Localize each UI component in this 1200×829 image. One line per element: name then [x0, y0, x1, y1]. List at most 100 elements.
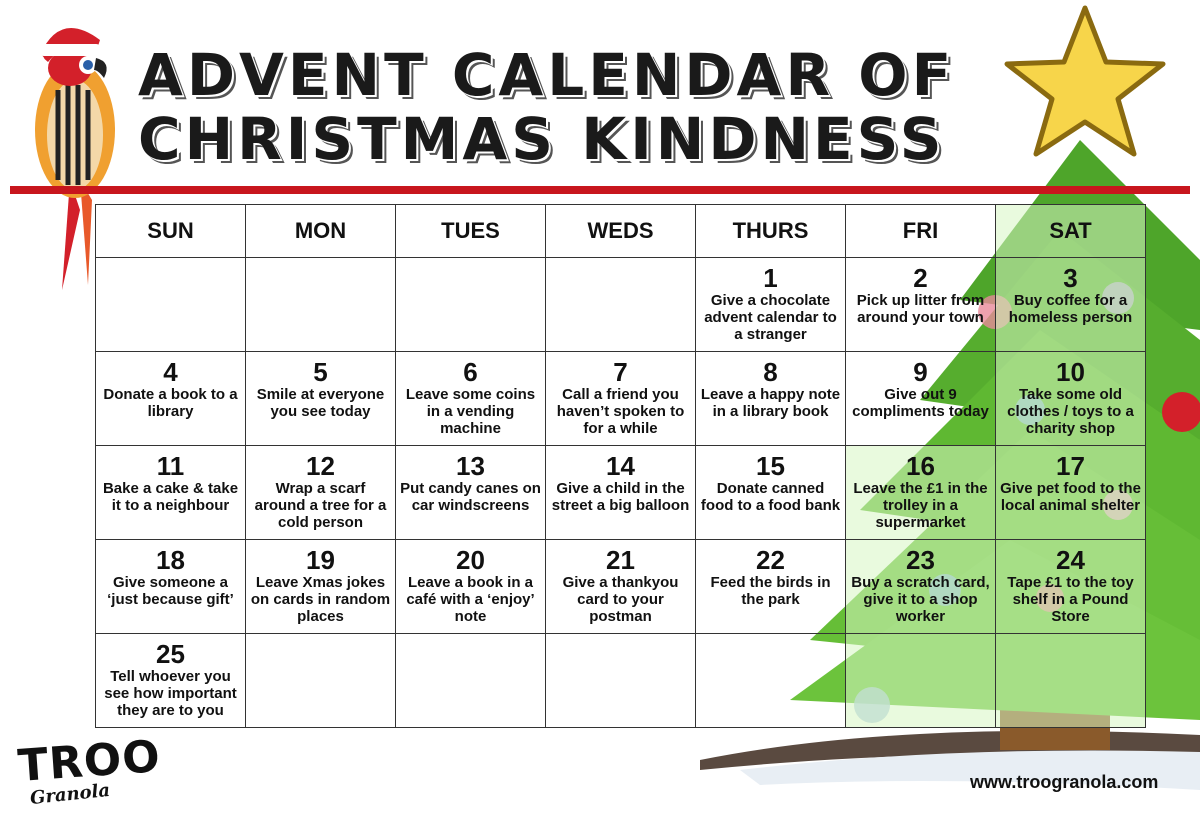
calendar-day-cell: 9 Give out 9 compliments today	[845, 351, 996, 446]
weekday-header: FRI	[845, 204, 996, 258]
kindness-task: Buy coffee for a homeless person	[1008, 292, 1133, 326]
calendar-day-cell: 13 Put candy canes on car windscreens	[395, 445, 546, 540]
day-number: 7	[613, 357, 628, 387]
kindness-task: Put candy canes on car windscreens	[400, 480, 541, 514]
calendar-day-cell	[995, 633, 1146, 728]
day-number: 3	[1063, 263, 1078, 293]
kindness-task: Tape £1 to the toy shelf in a Pound Stor…	[1007, 574, 1134, 625]
day-number: 21	[606, 545, 635, 575]
calendar-day-cell: 21 Give a thankyou card to your postman	[545, 539, 696, 634]
red-ornament-icon	[1162, 392, 1200, 432]
day-number: 8	[763, 357, 778, 387]
day-number: 24	[1056, 545, 1085, 575]
calendar-day-cell: 16 Leave the £1 in the trolley in a super…	[845, 445, 996, 540]
title-line-2: CHRISTMAS KINDNESS	[138, 105, 946, 173]
kindness-task: Tell whoever you see how important they …	[104, 668, 237, 719]
day-number: 18	[156, 545, 185, 575]
calendar-day-cell	[845, 633, 996, 728]
kindness-task: Donate canned food to a food bank	[700, 480, 841, 514]
red-divider	[10, 186, 1190, 194]
day-number: 23	[906, 545, 935, 575]
calendar-week-row: 4 Donate a book to a library 5 Smile at eve…	[95, 351, 1146, 446]
kindness-task: Feed the birds in the park	[710, 574, 831, 608]
day-number: 17	[1056, 451, 1085, 481]
calendar-day-cell	[545, 257, 696, 352]
day-number: 19	[306, 545, 335, 575]
calendar-day-cell: 7 Call a friend you haven’t spoken to for…	[545, 351, 696, 446]
day-number: 22	[756, 545, 785, 575]
calendar-day-cell	[395, 257, 546, 352]
kindness-task: Give a chocolate advent calendar to a st…	[704, 292, 837, 343]
parrot-santa-icon	[27, 27, 115, 290]
day-number: 6	[463, 357, 478, 387]
kindness-task: Wrap a scarf around a tree for a cold pe…	[254, 480, 387, 531]
calendar-day-cell	[395, 633, 546, 728]
day-number: 9	[913, 357, 928, 387]
day-number: 12	[306, 451, 335, 481]
calendar-day-cell	[545, 633, 696, 728]
weekday-header: WEDS	[545, 204, 696, 258]
calendar-day-cell: 5 Smile at everyone you see today	[245, 351, 396, 446]
calendar-day-cell: 23 Buy a scratch card, give it to a shop …	[845, 539, 996, 634]
kindness-task: Give a child in the street a big balloon	[551, 480, 690, 514]
kindness-task: Give a thankyou card to your postman	[562, 574, 679, 625]
kindness-task: Leave the £1 in the trolley in a superma…	[853, 480, 988, 531]
kindness-task: Bake a cake & take it to a neighbour	[102, 480, 239, 514]
calendar-day-cell: 12 Wrap a scarf around a tree for a cold …	[245, 445, 396, 540]
calendar-day-cell: 22 Feed the birds in the park	[695, 539, 846, 634]
kindness-task: Leave Xmas jokes on cards in random plac…	[250, 574, 391, 625]
day-number: 1	[763, 263, 778, 293]
day-number: 10	[1056, 357, 1085, 387]
day-number: 11	[156, 451, 185, 481]
calendar-day-cell: 20 Leave a book in a café with a ‘enjoy’ …	[395, 539, 546, 634]
calendar-week-row: 11 Bake a cake & take it to a neighbour 12…	[95, 445, 1146, 540]
calendar-day-cell: 25 Tell whoever you see how important the…	[95, 633, 246, 728]
calendar-day-cell	[245, 257, 396, 352]
weekday-header: SUN	[95, 204, 246, 258]
calendar-day-cell: 17 Give pet food to the local animal shel…	[995, 445, 1146, 540]
calendar-day-cell: 6 Leave some coins in a vending machine	[395, 351, 546, 446]
day-number: 2	[913, 263, 928, 293]
day-number: 20	[456, 545, 485, 575]
kindness-task: Buy a scratch card, give it to a shop wo…	[851, 574, 990, 625]
advent-calendar-grid: SUN MON TUES WEDS THURS FRI SAT 1 Give a …	[95, 204, 1146, 728]
day-number: 16	[906, 451, 935, 481]
weekday-header: TUES	[395, 204, 546, 258]
day-number: 5	[313, 357, 328, 387]
calendar-day-cell	[245, 633, 396, 728]
kindness-task: Take some old clothes / toys to a charit…	[1007, 386, 1134, 437]
kindness-task: Pick up litter from around your town	[856, 292, 985, 326]
weekday-header: SAT	[995, 204, 1146, 258]
website-url: www.troogranola.com	[970, 772, 1159, 792]
calendar-day-cell: 19 Leave Xmas jokes on cards in random pl…	[245, 539, 396, 634]
calendar-day-cell: 24 Tape £1 to the toy shelf in a Pound St…	[995, 539, 1146, 634]
kindness-task: Leave a book in a café with a ‘enjoy’ no…	[406, 574, 535, 625]
calendar-day-cell: 8 Leave a happy note in a library book	[695, 351, 846, 446]
day-number: 14	[606, 451, 635, 481]
calendar-day-cell: 18 Give someone a ‘just because gift’	[95, 539, 246, 634]
calendar-day-cell: 4 Donate a book to a library	[95, 351, 246, 446]
calendar-day-cell: 1 Give a chocolate advent calendar to a s…	[695, 257, 846, 352]
day-number: 13	[456, 451, 485, 481]
kindness-task: Smile at everyone you see today	[256, 386, 385, 420]
kindness-task: Give out 9 compliments today	[852, 386, 989, 420]
calendar-day-cell: 11 Bake a cake & take it to a neighbour	[95, 445, 246, 540]
calendar-day-cell: 3 Buy coffee for a homeless person	[995, 257, 1146, 352]
day-number: 4	[163, 357, 178, 387]
calendar-day-cell	[95, 257, 246, 352]
day-number: 15	[756, 451, 785, 481]
calendar-week-row: 18 Give someone a ‘just because gift’ 19 Le…	[95, 539, 1146, 634]
weekday-header: THURS	[695, 204, 846, 258]
calendar-day-cell: 15 Donate canned food to a food bank	[695, 445, 846, 540]
kindness-task: Give pet food to the local animal shelte…	[1000, 480, 1141, 514]
kindness-task: Leave some coins in a vending machine	[405, 386, 536, 437]
kindness-task: Leave a happy note in a library book	[700, 386, 841, 420]
calendar-week-row: 25 Tell whoever you see how important the…	[95, 633, 1146, 728]
calendar-day-cell	[695, 633, 846, 728]
star-icon	[1004, 5, 1166, 157]
kindness-task: Donate a book to a library	[103, 386, 238, 420]
title-line-1: ADVENT CALENDAR OF	[138, 41, 956, 109]
kindness-task: Give someone a ‘just because gift’	[107, 574, 234, 608]
calendar-day-cell: 10 Take some old clothes / toys to a char…	[995, 351, 1146, 446]
weekday-header-row: SUN MON TUES WEDS THURS FRI SAT	[95, 204, 1146, 258]
